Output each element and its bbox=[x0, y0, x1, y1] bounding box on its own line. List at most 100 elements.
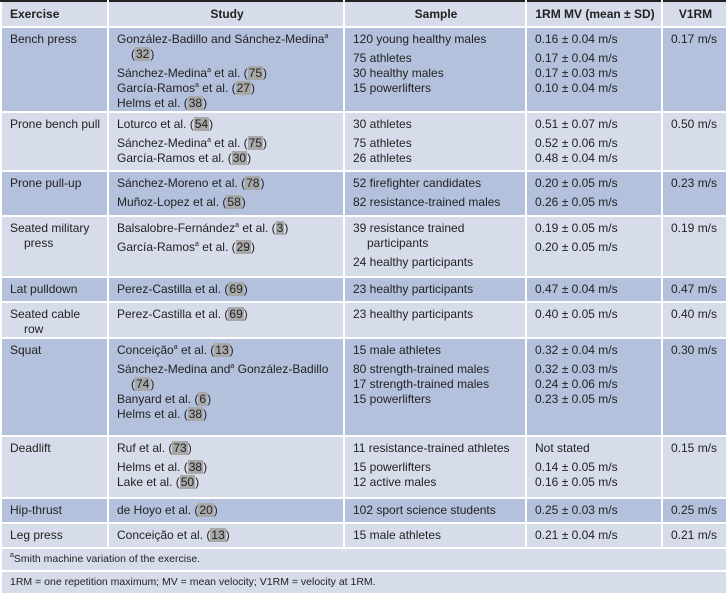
reference-link[interactable]: 3 bbox=[275, 221, 285, 235]
study-text: et al. ( bbox=[198, 81, 236, 95]
exercise-name: Bench press bbox=[10, 32, 77, 46]
reference-link[interactable]: 50 bbox=[179, 475, 196, 489]
mv-value: 0.51 ± 0.07 m/s bbox=[535, 117, 618, 131]
study-citation: Conceição et al. (13) bbox=[117, 528, 337, 543]
study-text-end: ) bbox=[263, 136, 268, 150]
mv-value: 0.25 ± 0.03 m/s bbox=[535, 503, 618, 517]
study-text: ( bbox=[221, 282, 229, 296]
study-text-end: ) bbox=[195, 475, 200, 489]
reference-link[interactable]: 75 bbox=[247, 136, 264, 150]
study-citation: Ruf et al. (73) bbox=[117, 441, 337, 456]
study-text-end: ) bbox=[209, 117, 214, 131]
study-text: ( bbox=[224, 151, 232, 165]
study-text-end: ) bbox=[150, 47, 155, 61]
study-authors: Loturco et al. bbox=[117, 117, 187, 131]
reference-link[interactable]: 13 bbox=[214, 343, 230, 357]
sample-line: 15 powerlifters bbox=[353, 392, 432, 406]
sample-line: 82 resistance-trained males bbox=[353, 195, 501, 209]
reference-link[interactable]: 54 bbox=[193, 117, 210, 131]
reference-link[interactable]: 38 bbox=[187, 407, 204, 421]
reference-link[interactable]: 6 bbox=[198, 392, 208, 406]
study-text: ( bbox=[237, 176, 246, 190]
study-citation: Balsalobre-Fernándeza et al. (3) bbox=[117, 221, 337, 236]
mv-cell: 0.20 ± 0.05 m/s 0.26 ± 0.05 m/s bbox=[525, 170, 663, 217]
study-citation: García-Ramosa et al. (27) bbox=[117, 81, 337, 96]
sample-cell: 23 healthy participants bbox=[343, 301, 527, 339]
footnote-marker: a bbox=[195, 241, 199, 248]
mv-value: 0.52 ± 0.06 m/s bbox=[535, 136, 618, 150]
sample-line: 15 male athletes bbox=[353, 528, 442, 542]
reference-link[interactable]: 73 bbox=[172, 441, 188, 455]
mv-value: 0.20 ± 0.05 m/s bbox=[535, 240, 618, 254]
reference-link[interactable]: 69 bbox=[228, 307, 244, 321]
study-text-end: ) bbox=[247, 151, 252, 165]
exercise-cell: Seated cable row bbox=[0, 301, 109, 339]
reference-link[interactable]: 38 bbox=[187, 96, 204, 110]
reference-link[interactable]: 30 bbox=[231, 151, 248, 165]
study-cell: Perez-Castilla et al. (69) bbox=[107, 301, 345, 339]
mv-value: Not stated bbox=[535, 441, 590, 455]
reference-link[interactable]: 32 bbox=[135, 47, 151, 61]
reference-link[interactable]: 74 bbox=[135, 377, 151, 391]
table-row: Leg press Conceição et al. (13) 15 male at… bbox=[0, 522, 726, 549]
sample-line: 39 resistance trained participants bbox=[353, 221, 465, 250]
study-citation: Banyard et al. (6) bbox=[117, 392, 337, 407]
study-citation: García-Ramos et al. (30) bbox=[117, 151, 337, 166]
header-v1rm: V1RM bbox=[661, 0, 726, 28]
study-authors: García-Ramos bbox=[117, 81, 196, 95]
sample-line: 23 healthy participants bbox=[353, 307, 474, 321]
study-authors: Helms et al. bbox=[117, 407, 181, 421]
mv-value: 0.19 ± 0.05 m/s bbox=[535, 221, 618, 235]
reference-link[interactable]: 38 bbox=[187, 460, 204, 474]
exercise-cell: Hip-thrust bbox=[0, 497, 109, 524]
header-study: Study bbox=[107, 0, 345, 28]
reference-link[interactable]: 20 bbox=[198, 503, 214, 517]
mv-value: 0.10 ± 0.04 m/s bbox=[535, 81, 618, 95]
v1rm-cell: 0.50 m/s bbox=[661, 111, 726, 172]
reference-link[interactable]: 78 bbox=[245, 176, 261, 190]
study-cell: González-Badillo and Sánchez-Medinaa (32… bbox=[107, 26, 345, 113]
sample-cell: 11 resistance-trained athletes 15 powerli… bbox=[343, 435, 527, 499]
study-authors: Perez-Castilla et al. bbox=[117, 282, 222, 296]
study-authors: Perez-Castilla et al. bbox=[117, 307, 222, 321]
sample-line: 15 male athletes bbox=[353, 343, 442, 357]
study-authors: García-Ramos et al. bbox=[117, 151, 225, 165]
exercise-name: Prone bench pull bbox=[10, 117, 101, 131]
sample-line: 52 firefighter candidates bbox=[353, 176, 482, 190]
study-authors: García-Ramos bbox=[117, 240, 196, 254]
reference-link[interactable]: 13 bbox=[210, 528, 226, 542]
reference-link[interactable]: 58 bbox=[226, 195, 242, 209]
sample-line: 23 healthy participants bbox=[353, 282, 474, 296]
mv-value: 0.20 ± 0.05 m/s bbox=[535, 176, 618, 190]
study-text: ( bbox=[191, 392, 199, 406]
header-mv: 1RM MV (mean ± SD) bbox=[525, 0, 663, 28]
study-text: González-Badillo ( bbox=[131, 362, 329, 391]
footnote-marker: a bbox=[173, 344, 178, 351]
reference-link[interactable]: 29 bbox=[235, 240, 251, 254]
study-cell: Perez-Castilla et al. (69) bbox=[107, 276, 345, 303]
sample-cell: 15 male athletes 80 strength-trained male… bbox=[343, 337, 527, 437]
footnote-marker: a bbox=[207, 67, 211, 74]
reference-link[interactable]: 27 bbox=[235, 81, 251, 95]
exercise-cell: Prone pull-up bbox=[0, 170, 109, 217]
study-text-end: ) bbox=[241, 195, 246, 209]
mv-value: 0.32 ± 0.03 m/s bbox=[535, 362, 618, 376]
sample-line: 26 athletes bbox=[353, 151, 412, 165]
study-text-end: ) bbox=[225, 528, 230, 542]
mv-value: 0.14 ± 0.05 m/s bbox=[535, 460, 618, 474]
v1rm-cell: 0.15 m/s bbox=[661, 435, 726, 499]
study-citation: Sánchez-Medina anda González-Badillo (74… bbox=[117, 362, 337, 392]
mv-value: 0.26 ± 0.05 m/s bbox=[535, 195, 618, 209]
study-text-end: ) bbox=[284, 221, 289, 235]
reference-link[interactable]: 69 bbox=[228, 282, 244, 296]
exercise-name: Seated cable row bbox=[10, 307, 81, 336]
v1rm-cell: 0.17 m/s bbox=[661, 26, 726, 113]
study-text-end: ) bbox=[203, 407, 208, 421]
mv-cell: 0.47 ± 0.04 m/s bbox=[525, 276, 663, 303]
mv-value: 0.17 ± 0.03 m/s bbox=[535, 66, 618, 80]
study-text-end: ) bbox=[187, 441, 192, 455]
reference-link[interactable]: 75 bbox=[247, 66, 264, 80]
study-cell: Balsalobre-Fernándeza et al. (3) García-R… bbox=[107, 215, 345, 278]
v1rm-value: 0.50 m/s bbox=[671, 117, 718, 131]
table-row: Seated cable row Perez-Castilla et al. (6… bbox=[0, 301, 726, 339]
